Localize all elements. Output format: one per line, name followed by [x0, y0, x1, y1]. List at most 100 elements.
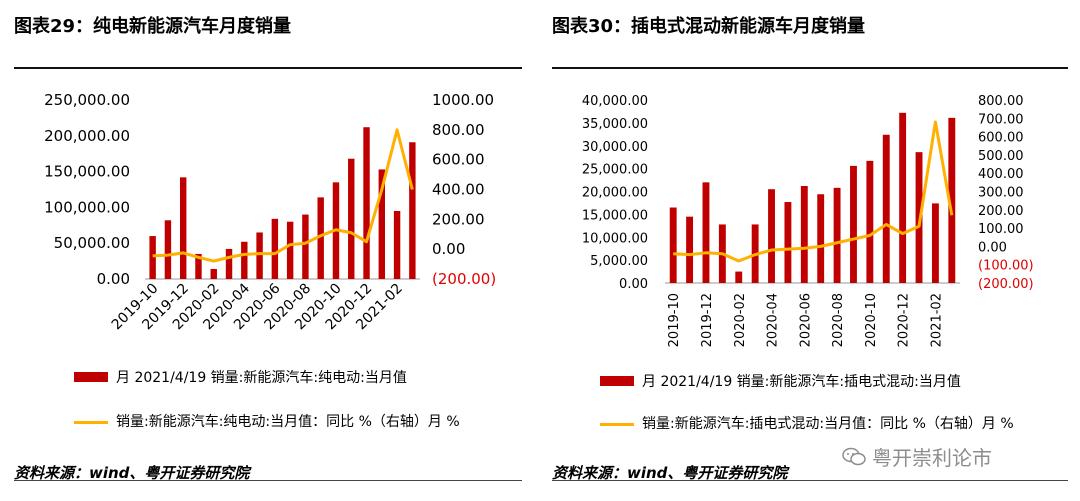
legend-bar-text: 月 2021/4/19 销量:新能源汽车:纯电动:当月值 [116, 370, 407, 386]
bar [363, 127, 370, 279]
bar [899, 112, 907, 283]
right-tick-label: (200.00) [432, 270, 496, 288]
bar [286, 221, 294, 279]
bar [817, 194, 825, 283]
left-tick-label: 25,000.00 [582, 163, 648, 178]
yoy-line [673, 120, 954, 263]
x-tick-label: 2020-02 [733, 293, 748, 347]
right-tick-label: (100.00) [978, 259, 1034, 274]
chart-2-title: 图表30：插电式混动新能源车月度销量 [552, 16, 866, 37]
right-tick-label: 200.00 [978, 204, 1024, 219]
chart-2-source: 资料来源：wind、粤开证券研究院 [552, 464, 788, 482]
wechat-icon [842, 447, 866, 465]
bar [302, 214, 309, 279]
legend-line-text: 销量:新能源汽车:纯电动:当月值：同比 %（右轴）月 % [116, 414, 460, 430]
x-tick-label: 2020-08 [831, 293, 846, 347]
chart-1-legend-bar: 月 2021/4/19 销量:新能源汽车:纯电动:当月值 [74, 368, 504, 388]
left-tick-label: 10,000.00 [582, 231, 648, 246]
chart-1-title-rule [14, 67, 522, 69]
left-tick-label: 0.00 [619, 277, 648, 292]
bar [948, 117, 956, 283]
bar [850, 165, 857, 283]
left-tick-label: 30,000.00 [582, 140, 648, 155]
legend-bar-text: 月 2021/4/19 销量:新能源汽车:插电式混动:当月值 [642, 374, 961, 390]
bar [768, 189, 775, 283]
line-swatch [74, 421, 108, 424]
right-tick-label: 0.00 [978, 240, 1007, 255]
left-tick-label: 35,000.00 [582, 117, 648, 132]
bar [149, 236, 156, 279]
chart-1-title: 图表29：纯电新能源汽车月度销量 [14, 16, 292, 37]
right-tick-label: 700.00 [978, 112, 1024, 127]
right-tick-label: 300.00 [978, 186, 1024, 201]
chart-1-plot: 250,000.00 200,000.00 150,000.00 100,000.00… [44, 91, 496, 333]
bar [800, 186, 808, 283]
left-tick-label: 5,000.00 [590, 254, 648, 269]
bar-swatch [74, 372, 108, 382]
bar [735, 271, 743, 283]
right-tick-label: 500.00 [978, 149, 1024, 164]
chart-2-bottom-rule [552, 480, 1068, 481]
chart-1-source: 资料来源：wind、粤开证券研究院 [14, 464, 250, 482]
right-tick-label: 400.00 [432, 181, 485, 199]
watermark: 粤开崇利论市 [842, 442, 992, 471]
right-tick-label: 100.00 [978, 222, 1024, 237]
left-tick-label: 40,000.00 [582, 94, 648, 109]
right-tick-label: 0.00 [432, 240, 465, 258]
x-tick-label: 2019-10 [667, 293, 682, 347]
chart-2-plot: 40,000.00 35,000.00 30,000.00 25,000.00 20,0… [582, 94, 1034, 347]
legend-line-text: 销量:新能源汽车:插电式混动:当月值：同比 %（右轴）月 % [642, 416, 1014, 432]
left-tick-label: 250,000.00 [44, 91, 130, 109]
bar [393, 210, 401, 279]
right-tick-label: 800.00 [432, 121, 485, 139]
bar-swatch [600, 376, 634, 386]
bar [271, 218, 279, 279]
left-tick-label: 150,000.00 [44, 163, 130, 181]
yoy-line [152, 128, 414, 263]
right-tick-label: 200.00 [432, 210, 485, 228]
bar [702, 182, 710, 283]
chart-2-legend-line: 销量:新能源汽车:插电式混动:当月值：同比 %（右轴）月 % [600, 414, 1020, 448]
bar [210, 268, 217, 279]
bar [866, 160, 874, 283]
x-tick-label: 2019-12 [700, 293, 715, 347]
line-swatch [600, 423, 634, 426]
left-tick-label: 15,000.00 [582, 208, 648, 223]
x-tick-label: 2020-12 [897, 293, 912, 347]
bar [317, 197, 324, 279]
chart-2-title-rule [552, 67, 1068, 69]
bar [931, 203, 939, 283]
bar [686, 216, 694, 283]
right-tick-label: 600.00 [978, 131, 1024, 146]
bar [833, 187, 841, 283]
right-tick-label: 1000.00 [432, 91, 494, 109]
bar [669, 207, 677, 283]
bar [225, 248, 233, 279]
left-tick-label: 50,000.00 [54, 234, 130, 252]
right-tick-label: (200.00) [978, 277, 1034, 292]
bar [378, 169, 386, 279]
bar [784, 202, 792, 283]
watermark-text: 粤开崇利论市 [872, 446, 992, 470]
x-tick-label: 2021-02 [929, 293, 944, 347]
left-tick-label: 100,000.00 [44, 198, 130, 216]
x-tick-label: 2020-06 [798, 293, 813, 347]
bar [256, 232, 263, 279]
right-tick-label: 800.00 [978, 94, 1024, 109]
left-tick-label: 0.00 [97, 270, 130, 288]
bar [409, 142, 416, 279]
bar [164, 220, 172, 279]
bar [882, 134, 890, 283]
chart-1-legend-line: 销量:新能源汽车:纯电动:当月值：同比 %（右轴）月 % [74, 412, 494, 446]
bar [179, 177, 187, 279]
left-tick-label: 20,000.00 [582, 186, 648, 201]
chart-1-bottom-rule [14, 480, 522, 481]
right-tick-label: 400.00 [978, 167, 1024, 182]
right-tick-label: 600.00 [432, 151, 485, 169]
x-tick-label: 2020-10 [864, 293, 879, 347]
bar [195, 253, 202, 279]
bar [348, 158, 355, 279]
bar [241, 241, 248, 279]
left-tick-label: 200,000.00 [44, 127, 130, 145]
chart-2-legend-bar: 月 2021/4/19 销量:新能源汽车:插电式混动:当月值 [600, 372, 1040, 392]
